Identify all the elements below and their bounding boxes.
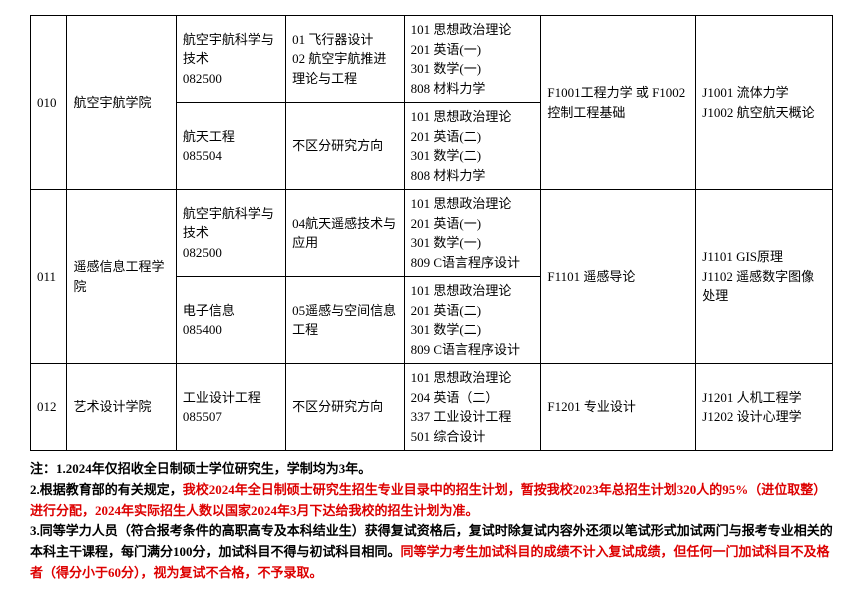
major-name: 航空宇航科学与技术082500 (176, 16, 285, 103)
note-2-black: 2.根据教育部的有关规定， (30, 482, 183, 497)
admissions-table: 010航空宇航学院航空宇航科学与技术08250001 飞行器设计02 航空宇航推… (30, 15, 833, 451)
additional-subject: J1101 GIS原理J1102 遥感数字图像处理 (696, 190, 833, 364)
additional-subject: J1201 人机工程学J1202 设计心理学 (696, 364, 833, 451)
additional-subject: J1001 流体力学J1002 航空航天概论 (696, 16, 833, 190)
research-direction: 01 飞行器设计02 航空宇航推进理论与工程 (286, 16, 404, 103)
exam-subjects: 101 思想政治理论204 英语（二）337 工业设计工程501 综合设计 (404, 364, 541, 451)
major-name: 航天工程085504 (176, 103, 285, 190)
retest-subject: F1101 遥感导论 (541, 190, 696, 364)
major-name: 工业设计工程085507 (176, 364, 285, 451)
college-name: 遥感信息工程学院 (67, 190, 176, 364)
research-direction: 04航天遥感技术与应用 (286, 190, 404, 277)
table-row: 012艺术设计学院工业设计工程085507不区分研究方向101 思想政治理论20… (31, 364, 833, 451)
college-code: 012 (31, 364, 67, 451)
note-2: 2.根据教育部的有关规定，我校2024年全日制硕士研究生招生专业目录中的招生计划… (30, 480, 833, 522)
retest-subject: F1001工程力学 或 F1002 控制工程基础 (541, 16, 696, 190)
retest-subject: F1201 专业设计 (541, 364, 696, 451)
notes-section: 注：1.2024年仅招收全日制硕士学位研究生，学制均为3年。 2.根据教育部的有… (30, 459, 833, 584)
exam-subjects: 101 思想政治理论201 英语(二)301 数学(二)808 材料力学 (404, 103, 541, 190)
research-direction: 05遥感与空间信息工程 (286, 277, 404, 364)
note-1: 注：1.2024年仅招收全日制硕士学位研究生，学制均为3年。 (30, 459, 833, 480)
college-name: 艺术设计学院 (67, 364, 176, 451)
table-row: 011遥感信息工程学院航空宇航科学与技术08250004航天遥感技术与应用101… (31, 190, 833, 277)
research-direction: 不区分研究方向 (286, 364, 404, 451)
major-name: 电子信息085400 (176, 277, 285, 364)
exam-subjects: 101 思想政治理论201 英语(一)301 数学(一)809 C语言程序设计 (404, 190, 541, 277)
table-row: 010航空宇航学院航空宇航科学与技术08250001 飞行器设计02 航空宇航推… (31, 16, 833, 103)
major-name: 航空宇航科学与技术082500 (176, 190, 285, 277)
exam-subjects: 101 思想政治理论201 英语(一)301 数学(一)808 材料力学 (404, 16, 541, 103)
college-code: 011 (31, 190, 67, 364)
research-direction: 不区分研究方向 (286, 103, 404, 190)
college-name: 航空宇航学院 (67, 16, 176, 190)
college-code: 010 (31, 16, 67, 190)
note-3: 3.同等学力人员（符合报考条件的高职高专及本科结业生）获得复试资格后，复试时除复… (30, 521, 833, 583)
exam-subjects: 101 思想政治理论201 英语(二)301 数学(二)809 C语言程序设计 (404, 277, 541, 364)
